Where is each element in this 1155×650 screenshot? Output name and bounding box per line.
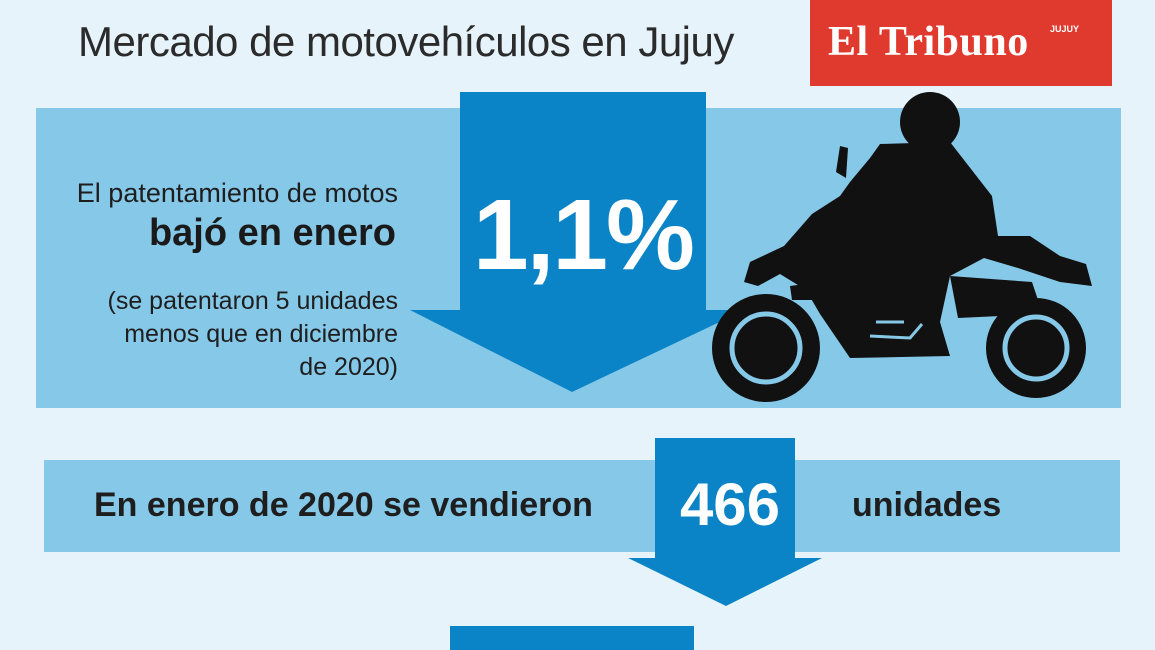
logo-text: El Tribuno (828, 19, 1029, 65)
lead-strong-text: bajó en enero (148, 212, 396, 254)
logo-subtext: JUJUY (1050, 24, 1080, 34)
lead-text: El patentamiento de motos (76, 178, 398, 208)
motorcycle-rider-icon (712, 92, 1092, 402)
next-stat-box (450, 626, 694, 650)
note-text: (se patentaron 5 unidades menos que en d… (62, 285, 399, 384)
sold-text-left: En enero de 2020 se vendieron (94, 486, 593, 524)
sold-text-right: unidades (852, 486, 1002, 524)
note-line: menos que en diciembre (124, 320, 398, 348)
sold-number: 466 (679, 471, 781, 538)
down-arrow-icon (628, 438, 822, 606)
percent-value: 1,1% (473, 179, 695, 291)
stat-band-middle (44, 460, 1120, 552)
brand-logo[interactable]: El Tribuno JUJUY (810, 0, 1112, 86)
page-title: Mercado de motovehículos en Jujuy (78, 18, 734, 65)
note-line: (se patentaron 5 unidades (107, 287, 399, 315)
note-line: de 2020) (299, 353, 398, 381)
down-arrow-icon (410, 92, 745, 392)
